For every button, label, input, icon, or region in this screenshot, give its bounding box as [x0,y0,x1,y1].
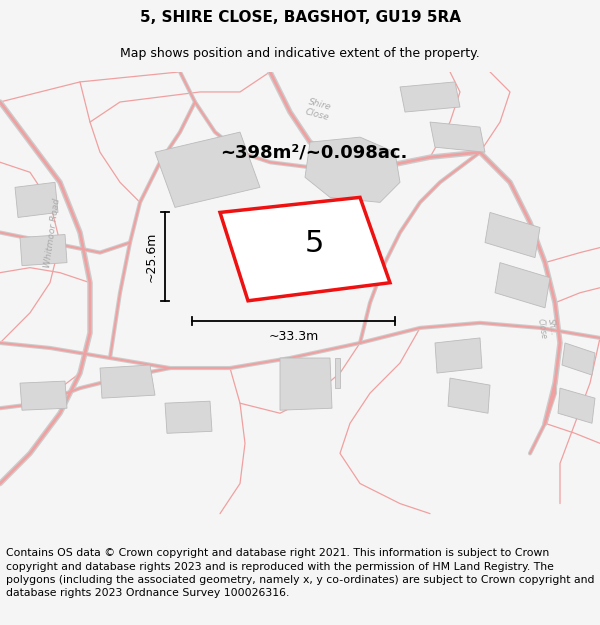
Text: Contains OS data © Crown copyright and database right 2021. This information is : Contains OS data © Crown copyright and d… [6,548,595,598]
Polygon shape [155,132,260,208]
Polygon shape [495,262,550,308]
Text: Whitmoor Road: Whitmoor Road [43,198,61,268]
Polygon shape [20,381,67,410]
Text: ~398m²/~0.098ac.: ~398m²/~0.098ac. [220,143,407,161]
Polygon shape [485,213,540,258]
Polygon shape [220,198,390,301]
Polygon shape [280,358,332,410]
Polygon shape [100,365,155,398]
Polygon shape [448,378,490,413]
Text: 5: 5 [305,229,324,258]
Polygon shape [305,137,400,202]
Text: Map shows position and indicative extent of the property.: Map shows position and indicative extent… [120,48,480,61]
Polygon shape [562,343,595,375]
Polygon shape [400,82,460,112]
Polygon shape [558,388,595,423]
Text: 5, SHIRE CLOSE, BAGSHOT, GU19 5RA: 5, SHIRE CLOSE, BAGSHOT, GU19 5RA [139,11,461,26]
Text: ~25.6m: ~25.6m [145,231,157,282]
Polygon shape [435,338,482,373]
Polygon shape [165,401,212,433]
Text: ~33.3m: ~33.3m [268,331,319,343]
Polygon shape [20,234,67,266]
Text: Sh...
Close: Sh... Close [536,316,559,340]
Text: Shire
Close: Shire Close [304,98,332,122]
Polygon shape [15,182,58,218]
Polygon shape [335,358,340,388]
Polygon shape [430,122,485,152]
